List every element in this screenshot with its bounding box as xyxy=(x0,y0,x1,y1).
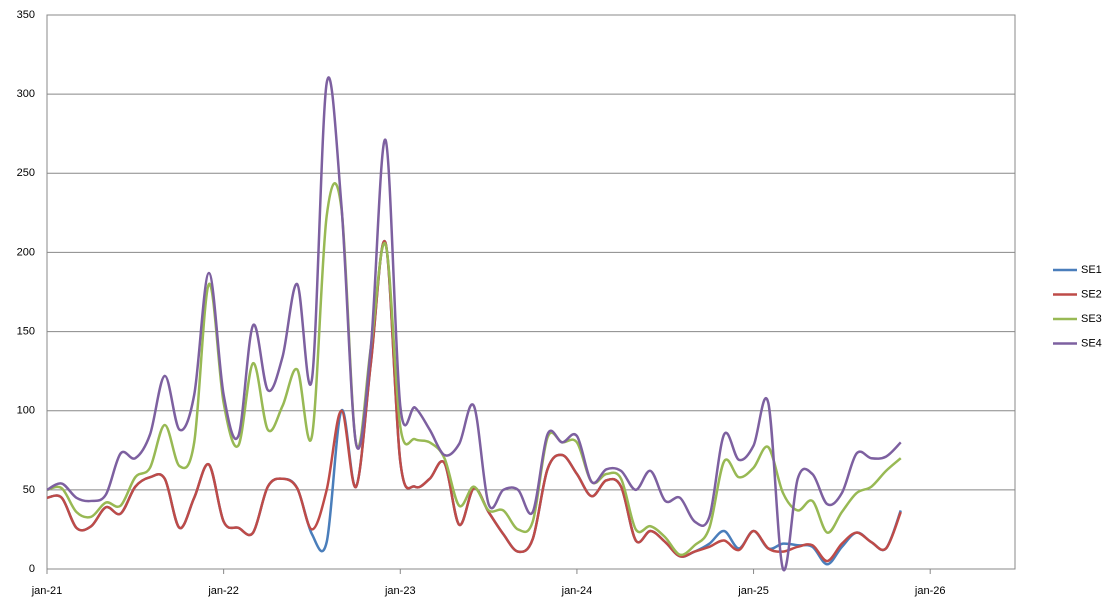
x-tick-label: jan-23 xyxy=(384,585,416,597)
x-tick-label: jan-26 xyxy=(914,585,946,597)
legend-label: SE3 xyxy=(1081,313,1102,325)
x-tick-label: jan-25 xyxy=(737,585,769,597)
y-tick-label: 250 xyxy=(17,167,35,179)
y-tick-label: 50 xyxy=(23,484,35,496)
x-tick-label: jan-22 xyxy=(207,585,239,597)
y-tick-label: 150 xyxy=(17,325,35,337)
y-tick-label: 100 xyxy=(17,405,35,417)
plot-area xyxy=(46,14,1016,570)
x-tick-label: jan-24 xyxy=(561,585,593,597)
y-tick-label: 300 xyxy=(17,88,35,100)
legend-label: SE1 xyxy=(1081,264,1102,276)
legend-label: SE2 xyxy=(1081,288,1102,300)
series-line xyxy=(46,76,902,572)
x-tick-label: jan-21 xyxy=(31,585,63,597)
y-tick-label: 0 xyxy=(29,563,35,575)
y-tick-label: 200 xyxy=(17,246,35,258)
y-tick-label: 350 xyxy=(17,9,35,21)
legend-label: SE4 xyxy=(1081,337,1102,349)
series-line xyxy=(46,182,902,557)
series-line xyxy=(46,239,902,563)
